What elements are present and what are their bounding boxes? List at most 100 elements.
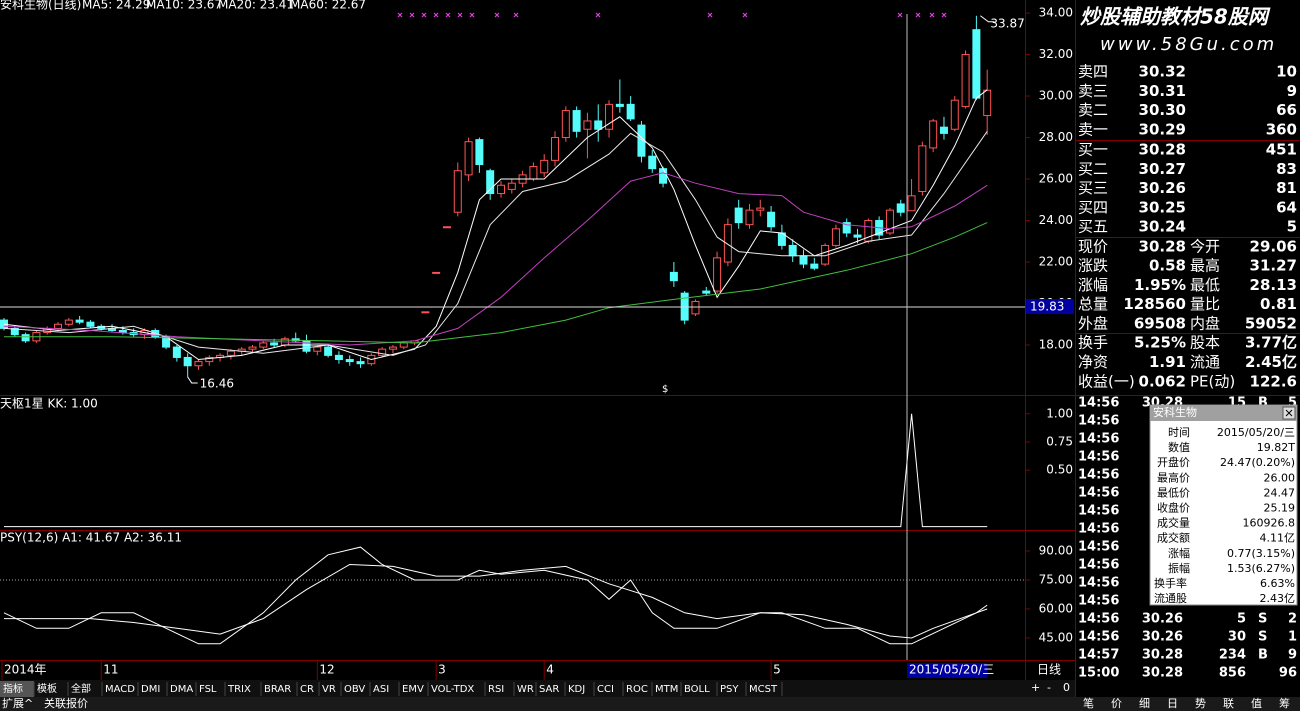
side-tab[interactable]: 笔 bbox=[1083, 696, 1094, 710]
candle-body bbox=[388, 346, 397, 350]
toolbar-tab[interactable]: ROC bbox=[626, 684, 648, 695]
toolbar-tab[interactable]: BOLL bbox=[684, 684, 710, 695]
status-bg bbox=[0, 697, 1075, 711]
toolbar-tab[interactable]: BRAR bbox=[264, 684, 291, 695]
candle-body bbox=[648, 155, 657, 170]
signal-icon bbox=[897, 12, 903, 18]
book-label: 买五 bbox=[1078, 218, 1108, 236]
toolbar-tab[interactable]: 全部 bbox=[71, 682, 91, 695]
book-price: 30.27 bbox=[1139, 160, 1186, 178]
toolbar-tab[interactable]: KDJ bbox=[568, 684, 585, 695]
book-price: 30.30 bbox=[1139, 101, 1186, 119]
panel-title: PSY(12,6) A1: 41.67 A2: 36.11 bbox=[0, 531, 182, 545]
candle-body bbox=[496, 184, 505, 195]
toolbar-tab[interactable]: DMA bbox=[170, 684, 193, 695]
trade-price: 30.28 bbox=[1142, 666, 1183, 681]
signal-icon bbox=[397, 12, 403, 18]
quote-label: 换手 bbox=[1078, 334, 1108, 352]
signal-icon bbox=[742, 12, 748, 18]
toolbar-tab[interactable]: MCST bbox=[749, 684, 778, 695]
zoom-control[interactable]: + bbox=[1031, 681, 1040, 694]
zoom-control[interactable]: 0 bbox=[1063, 681, 1070, 694]
popup-label: 最低价 bbox=[1157, 486, 1190, 499]
date-label: 5 bbox=[773, 663, 781, 677]
signal-icon bbox=[421, 12, 427, 18]
candle-body bbox=[561, 110, 570, 139]
candle-body bbox=[659, 168, 668, 184]
book-volume: 10 bbox=[1276, 63, 1297, 81]
toolbar-tab[interactable]: WR bbox=[517, 684, 534, 695]
side-tab[interactable]: 细 bbox=[1139, 697, 1150, 710]
toolbar-tab[interactable]: OBV bbox=[344, 684, 365, 695]
toolbar-tab[interactable]: MTM bbox=[655, 684, 678, 695]
side-tab[interactable]: 联 bbox=[1223, 697, 1234, 710]
side-tab[interactable]: 值 bbox=[1251, 697, 1262, 710]
candle-body bbox=[248, 346, 257, 350]
trade-side: S bbox=[1258, 612, 1267, 627]
trade-time: 14:56 bbox=[1078, 486, 1119, 501]
candle-body bbox=[345, 359, 354, 363]
toolbar-tab[interactable]: RSI bbox=[488, 684, 504, 695]
toolbar-tab[interactable]: VOL-TDX bbox=[431, 684, 474, 695]
side-tab[interactable]: 势 bbox=[1195, 697, 1206, 710]
popup-value: 24.47 bbox=[1264, 486, 1296, 499]
popup-label: 数值 bbox=[1168, 441, 1190, 454]
toolbar-tab[interactable]: 指标 bbox=[3, 682, 23, 695]
ma-legend: MA5: 24.29 bbox=[82, 0, 150, 12]
popup-titlebar bbox=[1150, 405, 1297, 421]
status-tab[interactable]: 关联报价 bbox=[44, 696, 88, 710]
book-label: 买二 bbox=[1078, 160, 1108, 178]
candle-body bbox=[507, 182, 516, 190]
toolbar-tab[interactable]: MACD bbox=[105, 684, 135, 695]
toolbar-tab[interactable]: SAR bbox=[539, 684, 559, 695]
quote-label: 涨跌 bbox=[1078, 257, 1108, 275]
toolbar-tab[interactable]: CR bbox=[300, 684, 314, 695]
trade-time: 15:00 bbox=[1078, 666, 1119, 681]
trade-side: S bbox=[1258, 630, 1267, 645]
status-tab[interactable]: 扩展^ bbox=[2, 696, 33, 710]
toolbar-tab[interactable]: EMV bbox=[402, 684, 424, 695]
trade-volume: 856 bbox=[1219, 666, 1246, 681]
quote-value: 69508 bbox=[1134, 314, 1186, 332]
y-tick-label: 34.00 bbox=[1039, 6, 1073, 20]
quote-value: 29.06 bbox=[1250, 238, 1297, 256]
y-tick-label: 24.00 bbox=[1039, 213, 1073, 227]
quote-value: 0.81 bbox=[1260, 295, 1297, 313]
toolbar-tab[interactable]: ASI bbox=[373, 684, 389, 695]
candle-body bbox=[745, 209, 754, 226]
toolbar-tab[interactable]: TRIX bbox=[227, 684, 251, 695]
trade-time: 14:56 bbox=[1078, 414, 1119, 429]
toolbar-tab[interactable]: VR bbox=[322, 684, 336, 695]
candle-body bbox=[810, 263, 819, 269]
toolbar-tab[interactable]: CCI bbox=[597, 684, 614, 695]
popup-value: 1.53(6.27%) bbox=[1227, 562, 1295, 575]
book-label: 卖三 bbox=[1078, 82, 1108, 100]
candle-body bbox=[313, 346, 322, 352]
toolbar-tab[interactable]: FSL bbox=[199, 684, 217, 695]
trade-time: 14:56 bbox=[1078, 468, 1119, 483]
quote-value: 1.91 bbox=[1149, 353, 1186, 371]
book-label: 买四 bbox=[1078, 198, 1108, 216]
zoom-control[interactable]: - bbox=[1047, 681, 1051, 694]
side-tab[interactable]: 筹 bbox=[1279, 696, 1290, 710]
marker: $ bbox=[662, 384, 668, 395]
trade-time: 14:56 bbox=[1078, 630, 1119, 645]
quote-value: 5.25% bbox=[1134, 334, 1186, 352]
signal-icon bbox=[469, 12, 475, 18]
candle-body bbox=[356, 361, 365, 365]
trade-volume: 5 bbox=[1237, 612, 1246, 627]
toolbar-tab[interactable]: 模板 bbox=[37, 682, 57, 695]
toolbar-tab[interactable]: PSY bbox=[720, 684, 739, 695]
toolbar-tab[interactable]: DMI bbox=[141, 684, 160, 695]
candle-body bbox=[21, 334, 30, 342]
quote-value: 128560 bbox=[1123, 295, 1186, 313]
candle-body bbox=[842, 222, 851, 234]
popup-close-icon[interactable] bbox=[1285, 409, 1293, 417]
candle-body bbox=[540, 159, 549, 174]
candle-body bbox=[583, 120, 592, 130]
trade-time: 14:57 bbox=[1078, 648, 1119, 663]
side-tab[interactable]: 价 bbox=[1111, 697, 1122, 710]
side-tab[interactable]: 日 bbox=[1167, 697, 1178, 710]
book-price: 30.24 bbox=[1139, 218, 1186, 236]
y-tick-label: 0.50 bbox=[1046, 463, 1073, 477]
